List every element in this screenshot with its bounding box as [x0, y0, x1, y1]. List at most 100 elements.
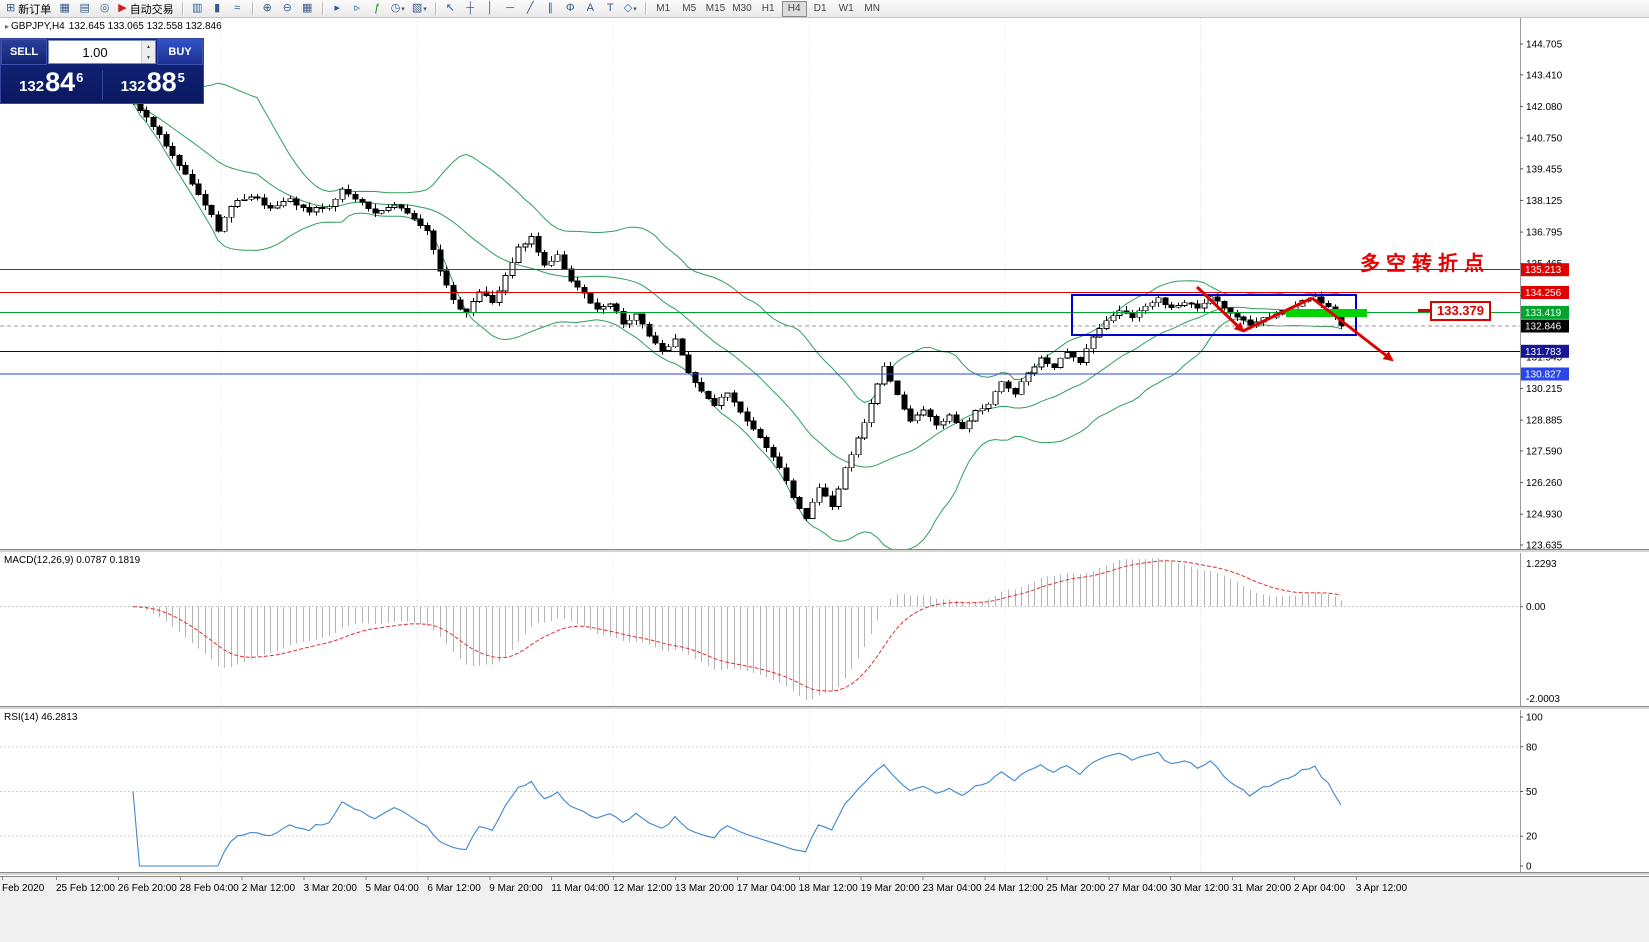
- vertical-line-icon: │: [486, 2, 494, 14]
- horizontal-line-icon: ─: [506, 2, 515, 14]
- svg-text:27 Mar 04:00: 27 Mar 04:00: [1108, 883, 1167, 894]
- line-chart-icon: ≈: [234, 2, 241, 14]
- period-separators: [220, 18, 1202, 876]
- sell-button[interactable]: SELL: [1, 39, 47, 65]
- tf-d1-label: D1: [813, 3, 827, 14]
- tf-m30-button[interactable]: M30: [729, 1, 754, 17]
- svg-text:143.410: 143.410: [1526, 70, 1563, 81]
- tf-h1-label: H1: [761, 3, 775, 14]
- svg-text:Feb 2020: Feb 2020: [2, 883, 45, 894]
- line-chart-button[interactable]: ≈: [228, 1, 247, 17]
- toolbar: ⊞ 新订单 ▦ ▤ ◎ ▶ 自动交易 ▥ ▮ ≈ ⊕ ⊖ ▦ ▸ ▹ ƒ ◷ ▾ ▧ ▾ ↖ ┼ │ ─ ╱ ∥ Φ A T ◇ ▾ M1 M5…: [0, 0, 1649, 18]
- bid-base: 132: [19, 78, 45, 95]
- buy-button[interactable]: BUY: [157, 39, 203, 65]
- svg-text:131.545: 131.545: [1526, 352, 1563, 363]
- tf-d1-button[interactable]: D1: [808, 1, 833, 17]
- trendline-button[interactable]: ╱: [521, 1, 540, 17]
- tf-m5-button[interactable]: M5: [677, 1, 702, 17]
- bid-big-digits: 84: [45, 67, 76, 97]
- svg-text:0.00: 0.00: [1526, 602, 1546, 613]
- tf-m15-button[interactable]: M15: [703, 1, 728, 17]
- svg-text:-2.0003: -2.0003: [1526, 694, 1560, 705]
- svg-text:132.846: 132.846: [1525, 322, 1562, 333]
- svg-text:142.080: 142.080: [1526, 102, 1563, 113]
- text-tool-button[interactable]: A: [581, 1, 600, 17]
- tf-m1-button[interactable]: M1: [651, 1, 676, 17]
- tf-w1-label: W1: [838, 3, 854, 14]
- tf-h4-label: H4: [787, 3, 801, 14]
- tf-m5-label: M5: [682, 3, 697, 14]
- volume-increase-button[interactable]: ▲: [142, 41, 155, 52]
- zoom-in-icon: ⊕: [262, 2, 272, 14]
- candlestick-chart-icon: ▮: [214, 2, 221, 14]
- svg-text:18 Mar 12:00: 18 Mar 12:00: [799, 883, 858, 894]
- tf-h4-button[interactable]: H4: [781, 0, 807, 17]
- bid-pip: 6: [76, 70, 84, 85]
- profiles-button[interactable]: ▤: [75, 1, 94, 17]
- svg-text:126.260: 126.260: [1526, 478, 1563, 489]
- ohlc-values: 132.645 133.065 132.558 132.846: [68, 21, 222, 32]
- ask-base: 132: [120, 78, 146, 95]
- autotrading-label: 自动交易: [129, 3, 174, 16]
- fibonacci-icon: Φ: [565, 2, 575, 14]
- templates-button[interactable]: ▧ ▾: [409, 1, 430, 17]
- text-label-button[interactable]: T: [601, 1, 620, 17]
- vertical-line-button[interactable]: │: [481, 1, 500, 17]
- svg-text:20: 20: [1526, 832, 1538, 843]
- svg-text:133.419: 133.419: [1525, 308, 1562, 319]
- macd-panel: 1.2293 0.00 -2.0003: [0, 558, 1560, 705]
- svg-text:50: 50: [1526, 787, 1538, 798]
- chart-window-icon: ▦: [59, 2, 70, 14]
- autotrading-button[interactable]: ▶ 自动交易: [115, 1, 176, 17]
- indicators-icon: ƒ: [374, 2, 381, 14]
- periods-button[interactable]: ◷ ▾: [388, 1, 408, 17]
- volume-input[interactable]: [49, 41, 141, 63]
- svg-text:25 Mar 20:00: 25 Mar 20:00: [1046, 883, 1105, 894]
- equidistant-channel-button[interactable]: ∥: [541, 1, 560, 17]
- trendline-icon: ╱: [526, 2, 534, 14]
- arrows-tool-button[interactable]: ◇ ▾: [621, 1, 640, 17]
- svg-text:2 Apr 04:00: 2 Apr 04:00: [1294, 883, 1346, 894]
- svg-text:30 Mar 12:00: 30 Mar 12:00: [1170, 883, 1229, 894]
- horizontal-line-button[interactable]: ─: [501, 1, 520, 17]
- price-callout[interactable]: 133.379: [1430, 301, 1491, 321]
- trade-controls-row: SELL ▲ ▼ BUY: [1, 39, 203, 65]
- auto-scroll-button[interactable]: ▸: [328, 1, 347, 17]
- tf-mn-button[interactable]: MN: [860, 1, 885, 17]
- zoom-out-button[interactable]: ⊖: [278, 1, 297, 17]
- fibonacci-button[interactable]: Φ: [561, 1, 580, 17]
- svg-text:136.795: 136.795: [1526, 228, 1563, 239]
- indicators-button[interactable]: ƒ: [368, 1, 387, 17]
- ask-pip: 5: [177, 70, 185, 85]
- trend-arrow-2[interactable]: [1311, 296, 1394, 362]
- cursor-button[interactable]: ↖: [441, 1, 460, 17]
- svg-text:3 Apr 12:00: 3 Apr 12:00: [1356, 883, 1408, 894]
- profiles-icon: ▤: [79, 2, 90, 14]
- new-order-button[interactable]: ⊞ 新订单: [3, 1, 54, 17]
- chart-shift-button[interactable]: ▹: [348, 1, 367, 17]
- svg-text:131.783: 131.783: [1525, 347, 1562, 358]
- templates-caret-icon: ▾: [423, 5, 427, 13]
- trend-arrow-1[interactable]: [1242, 296, 1313, 333]
- chart-annotations[interactable]: [1071, 285, 1394, 362]
- tile-windows-button[interactable]: ▦: [298, 1, 317, 17]
- tf-w1-button[interactable]: W1: [834, 1, 859, 17]
- zoom-in-button[interactable]: ⊕: [258, 1, 277, 17]
- arrows-tool-caret-icon: ▾: [633, 5, 637, 13]
- price-divider: [101, 70, 103, 100]
- alerts-button[interactable]: ◎: [95, 1, 114, 17]
- svg-text:1.2293: 1.2293: [1526, 559, 1557, 570]
- volume-decrease-button[interactable]: ▼: [142, 52, 155, 63]
- support-highlight-bar[interactable]: [1286, 309, 1367, 317]
- trend-arrow-0[interactable]: [1195, 285, 1245, 333]
- candlestick-chart-button[interactable]: ▮: [208, 1, 227, 17]
- text-label-icon: T: [606, 2, 614, 14]
- svg-text:2 Mar 12:00: 2 Mar 12:00: [242, 883, 296, 894]
- horizontal-lines[interactable]: [0, 269, 1520, 375]
- tf-h1-button[interactable]: H1: [756, 1, 781, 17]
- bar-chart-button[interactable]: ▥: [188, 1, 207, 17]
- chart-window-button[interactable]: ▦: [55, 1, 74, 17]
- new-order-icon: ⊞: [6, 2, 16, 14]
- crosshair-button[interactable]: ┼: [461, 1, 480, 17]
